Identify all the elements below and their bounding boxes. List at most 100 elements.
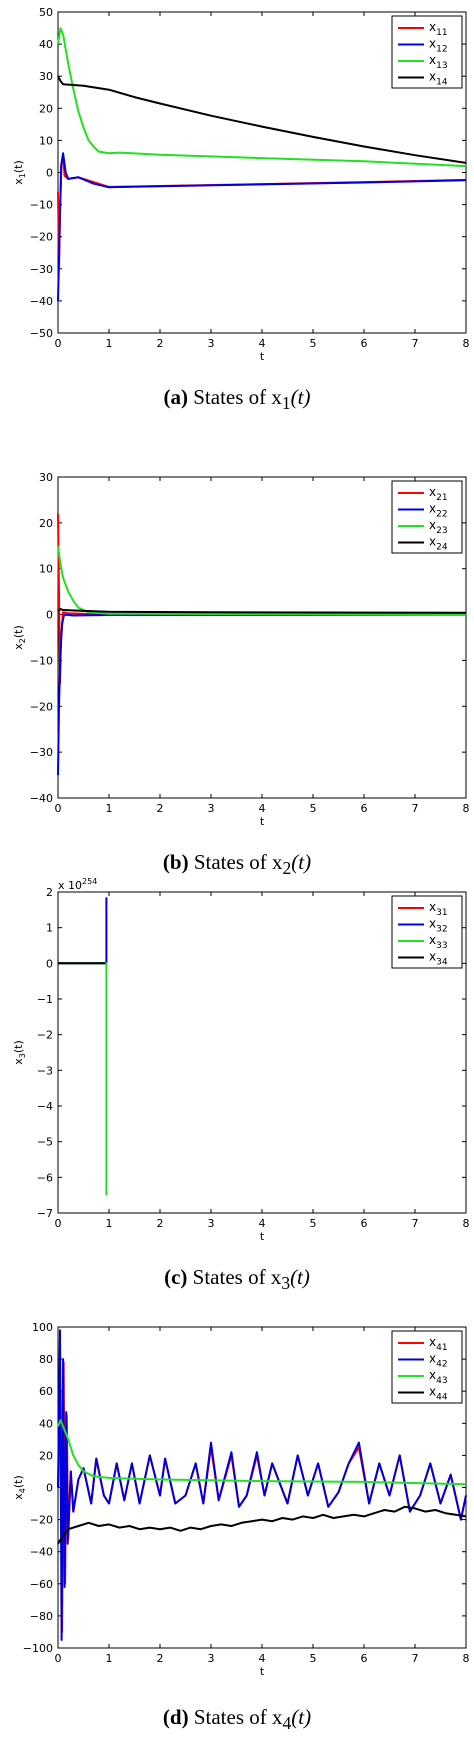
y-axis-label-base: x [12, 643, 25, 650]
y-tick-label: −5 [37, 1136, 53, 1149]
y-tick-label: −50 [30, 327, 53, 340]
caption-c: (c) States of x3(t) [0, 1265, 474, 1294]
y-tick-label: −20 [30, 700, 53, 713]
legend-entry-sub: 12 [436, 45, 447, 55]
legend-entry: x43 [429, 1368, 448, 1386]
x-tick-label: 1 [106, 337, 113, 350]
y-exponent-label: x 10254 [58, 877, 97, 892]
caption-d-text: States of x [193, 1705, 283, 1729]
legend-entry: x31 [429, 900, 448, 918]
legend-entry-sub: 22 [436, 510, 447, 520]
caption-c-arg: (t) [290, 1265, 310, 1289]
x-tick-label: 3 [208, 802, 215, 815]
caption-c-text: States of x [192, 1265, 282, 1289]
y-tick-label: −6 [37, 1171, 53, 1184]
chart-panel-c: 0 1 2 3 4 5 6 7 8 −7 −6 −5 −4 −3 −2 −1 0 1 2 x 10254 t x3(t) x… [0, 877, 474, 1300]
series-line-2 [57, 1329, 467, 1641]
y-tick-label: 10 [39, 563, 53, 576]
y-axis-label: x3(t) [12, 1040, 27, 1065]
caption-b-sub: 2 [282, 858, 292, 879]
caption-d-letter: (d) [162, 1705, 189, 1729]
y-tick-label: 30 [39, 471, 53, 484]
y-axis-label-base: x [12, 178, 25, 185]
legend-entry-base: x [429, 37, 436, 51]
x-tick-label: 6 [361, 1652, 368, 1665]
x-tick-label: 1 [106, 1217, 113, 1230]
legend-entry: x13 [429, 53, 448, 71]
y-tick-label: 10 [39, 134, 53, 147]
legend-entry-sub: 32 [436, 925, 447, 935]
y-tick-label: −7 [37, 1207, 53, 1220]
legend-entry: x44 [429, 1385, 448, 1403]
caption-a-sub: 1 [281, 393, 291, 414]
x-tick-label: 3 [208, 337, 215, 350]
series-line-3 [57, 1419, 467, 1486]
y-tick-label: −40 [30, 792, 53, 805]
y-tick-label: 0 [46, 609, 53, 622]
x-tick-label: 0 [55, 1217, 62, 1230]
legend-entry-sub: 41 [436, 1343, 447, 1353]
y-axis-label: x4(t) [12, 1475, 27, 1500]
legend-entry-sub: 23 [436, 526, 447, 536]
legend-entry-base: x [429, 1352, 436, 1366]
caption-b-letter: (b) [162, 850, 189, 874]
legend-entry-base: x [429, 20, 436, 34]
x-tick-label: 4 [259, 337, 266, 350]
legend-entry: x41 [429, 1335, 448, 1353]
y-tick-label: 30 [39, 70, 53, 83]
legend-entry-base: x [429, 1335, 436, 1349]
chart-panel-d: 0 1 2 3 4 5 6 7 8 −100 −80 −60 −40 −20 0 20 40 60 80 100 t x4… [0, 1315, 474, 1742]
x-tick-label: 7 [412, 337, 419, 350]
x-tick-label: 3 [208, 1217, 215, 1230]
x-tick-label: 5 [310, 1217, 317, 1230]
legend-entry-base: x [429, 535, 436, 549]
x-tick-label: 4 [259, 1652, 266, 1665]
legend-entry-base: x [429, 70, 436, 84]
x-tick-label: 3 [208, 1652, 215, 1665]
series-line-4 [57, 608, 467, 614]
series-line-3 [57, 27, 467, 168]
legend-entry-base: x [429, 933, 436, 947]
x-tick-label: 2 [157, 1217, 164, 1230]
caption-a-letter: (a) [163, 385, 189, 409]
y-tick-label: −40 [30, 1546, 53, 1559]
x-tick-label: 7 [412, 1652, 419, 1665]
caption-b-arg: (t) [291, 850, 312, 874]
legend-entry-base: x [429, 950, 436, 964]
legend-entry: x14 [429, 70, 448, 88]
series-line-4 [57, 1505, 467, 1545]
legend-entry: x24 [429, 535, 448, 553]
legend-entry-sub: 21 [436, 493, 447, 503]
caption-c-sub: 3 [281, 1273, 291, 1294]
legend-entry: x34 [429, 950, 448, 968]
caption-c-letter: (c) [164, 1265, 188, 1289]
chart-d: 0 1 2 3 4 5 6 7 8−100−80−60−40−20020406080100tx4… [12, 1321, 470, 1678]
y-axis-label-sub: 3 [18, 1053, 27, 1058]
y-axis-label: x2(t) [12, 625, 27, 650]
legend-entry: x32 [429, 917, 448, 935]
y-tick-label: 60 [39, 1385, 53, 1398]
x-tick-label: 5 [310, 1652, 317, 1665]
y-tick-label: 0 [46, 167, 53, 180]
legend-entry-base: x [429, 917, 436, 931]
y-tick-label: −20 [30, 231, 53, 244]
y-tick-label: 0 [46, 957, 53, 970]
x-tick-label: 4 [259, 802, 266, 815]
y-tick-label: 20 [39, 102, 53, 115]
x-axis-label: t [260, 815, 265, 828]
series-line-4 [57, 75, 467, 164]
y-tick-label: −30 [30, 746, 53, 759]
x-axis-label: t [260, 1665, 265, 1678]
legend-entry: x22 [429, 502, 448, 520]
x-tick-label: 8 [463, 802, 470, 815]
legend-entry-base: x [429, 900, 436, 914]
y-tick-label: −3 [37, 1064, 53, 1077]
chart-panel-a: 0 1 2 3 4 5 6 7 8 −50 −40 −30 −20 −10 0 10 20 30 40 50 t x1(t… [0, 0, 474, 420]
y-tick-label: 50 [39, 6, 53, 19]
legend-entry-sub: 13 [436, 61, 447, 71]
x-tick-label: 2 [157, 1652, 164, 1665]
x-tick-label: 7 [412, 1217, 419, 1230]
x-tick-label: 0 [55, 337, 62, 350]
y-tick-label: 2 [46, 886, 53, 899]
x-tick-label: 0 [55, 802, 62, 815]
